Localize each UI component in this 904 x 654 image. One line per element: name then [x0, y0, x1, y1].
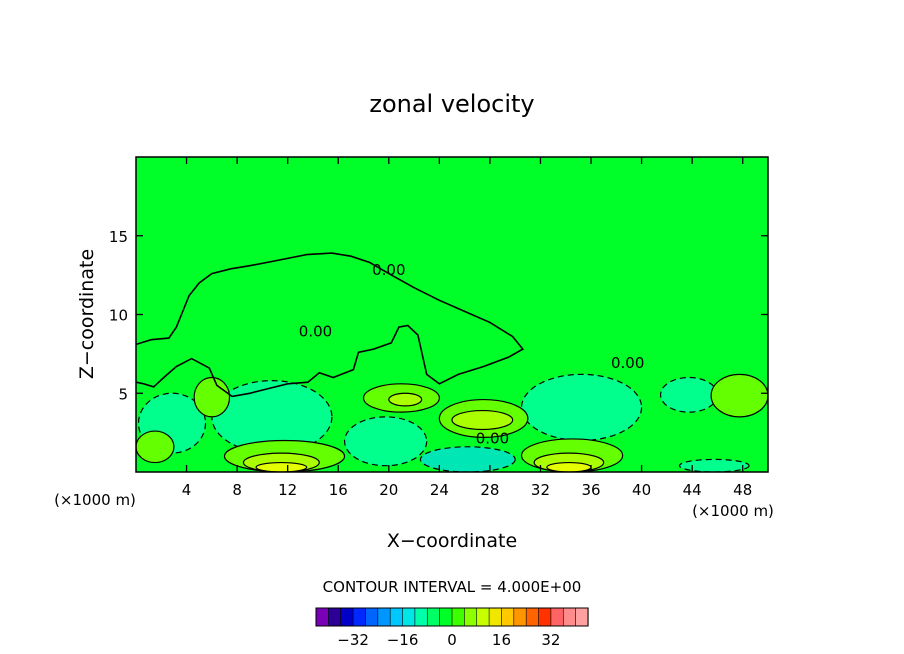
chart-title: zonal velocity: [369, 90, 534, 118]
colorbar-swatch-8: [414, 607, 428, 627]
colorbar-swatch-14: [488, 607, 503, 627]
colorbar-swatch-12: [464, 607, 478, 627]
x-tick-label-36: 36: [581, 481, 600, 499]
contour-fill-regions: [136, 373, 768, 472]
contour-region-pos-cell-left: [136, 430, 175, 464]
contour-label-0: 0.00: [372, 261, 405, 279]
colorbar-frame: [315, 607, 589, 627]
contour-label-1: 0.00: [299, 323, 332, 341]
colorbar-tick-label-1: −16: [387, 631, 419, 649]
x-unit-left: (×1000 m): [54, 491, 136, 509]
colorbar-tick-label-3: 16: [492, 631, 511, 649]
contour-region-pos-cell-26-30: [451, 409, 514, 431]
y-tick-label-5: 5: [118, 385, 128, 403]
contour-line-zero: [136, 252, 525, 398]
contour-label-2: 0.00: [611, 354, 644, 372]
contour-region-pos-cell-bottom-33-36: [546, 461, 592, 472]
contour-region-pos-cell-21: [388, 392, 423, 407]
colorbar-swatch-0: [315, 607, 329, 627]
colorbar-swatch-13: [476, 607, 490, 627]
colorbar-swatch-16: [513, 607, 527, 627]
x-axis-ticks: 4 8 12 16 20 24 28 32 36 40 44 48: [182, 157, 752, 499]
x-tick-label-8: 8: [232, 481, 242, 499]
contour-lines: [136, 252, 525, 398]
x-tick-label-40: 40: [632, 481, 651, 499]
contour-labels: 0.00 0.00 0.00 0.00: [299, 261, 645, 448]
colorbar-swatch-19: [550, 607, 564, 627]
x-axis-label: X−coordinate: [387, 530, 517, 552]
colorbar-tick-labels: −32 −16 0 16 32: [337, 631, 560, 649]
x-tick-label-24: 24: [430, 481, 449, 499]
colorbar-swatch-4: [365, 607, 379, 627]
colorbar-swatch-20: [562, 607, 577, 627]
colorbar-swatch-18: [538, 607, 552, 627]
colorbar-tick-label-2: 0: [447, 631, 457, 649]
colorbar-swatch-11: [451, 607, 465, 627]
contour-interval-text: CONTOUR INTERVAL = 4.000E+00: [323, 578, 582, 596]
x-tick-label-4: 4: [182, 481, 192, 499]
y-axis-ticks: 5 10 15: [109, 228, 768, 403]
colorbar-swatch-15: [501, 607, 515, 627]
colorbar-swatch-17: [525, 607, 540, 627]
x-tick-label-20: 20: [379, 481, 398, 499]
contour-region-pos-cell-bottom-10-13: [255, 461, 308, 472]
x-tick-label-28: 28: [480, 481, 499, 499]
contour-region-neg-cell-bottom-43-48: [678, 458, 750, 472]
contour-region-pos-cell-5-7: [193, 376, 231, 418]
y-axis-label: Z−coordinate: [76, 249, 98, 379]
y-tick-label-10: 10: [109, 307, 128, 325]
colorbar-tick-label-4: 32: [541, 631, 560, 649]
colorbar: [315, 607, 589, 627]
x-tick-label-12: 12: [278, 481, 297, 499]
y-tick-label-15: 15: [109, 228, 128, 246]
colorbar-swatch-21: [575, 607, 589, 627]
colorbar-swatch-7: [402, 607, 416, 627]
contour-region-neg-cell-32-40: [520, 373, 643, 442]
contour-region-neg-cell-24-30: [419, 446, 516, 472]
x-tick-label-16: 16: [329, 481, 348, 499]
colorbar-swatch-1: [328, 607, 342, 627]
x-tick-label-32: 32: [531, 481, 550, 499]
x-unit-right: (×1000 m): [692, 502, 774, 520]
plot-area: [136, 157, 768, 472]
colorbar-swatch-5: [377, 607, 391, 627]
contour-region-neg-cell-42-46: [659, 376, 719, 413]
colorbar-swatch-6: [389, 607, 404, 627]
x-tick-label-44: 44: [683, 481, 702, 499]
colorbar-swatch-3: [352, 607, 367, 627]
x-tick-label-48: 48: [733, 481, 752, 499]
colorbar-swatch-10: [439, 607, 453, 627]
colorbar-swatch-2: [340, 607, 354, 627]
colorbar-swatch-9: [426, 607, 441, 627]
contour-region-neg-cell-18-24: [343, 416, 428, 467]
contour-label-3: 0.00: [476, 430, 509, 448]
colorbar-tick-label-0: −32: [337, 631, 369, 649]
contour-region-pos-cell-46-50: [710, 373, 768, 418]
